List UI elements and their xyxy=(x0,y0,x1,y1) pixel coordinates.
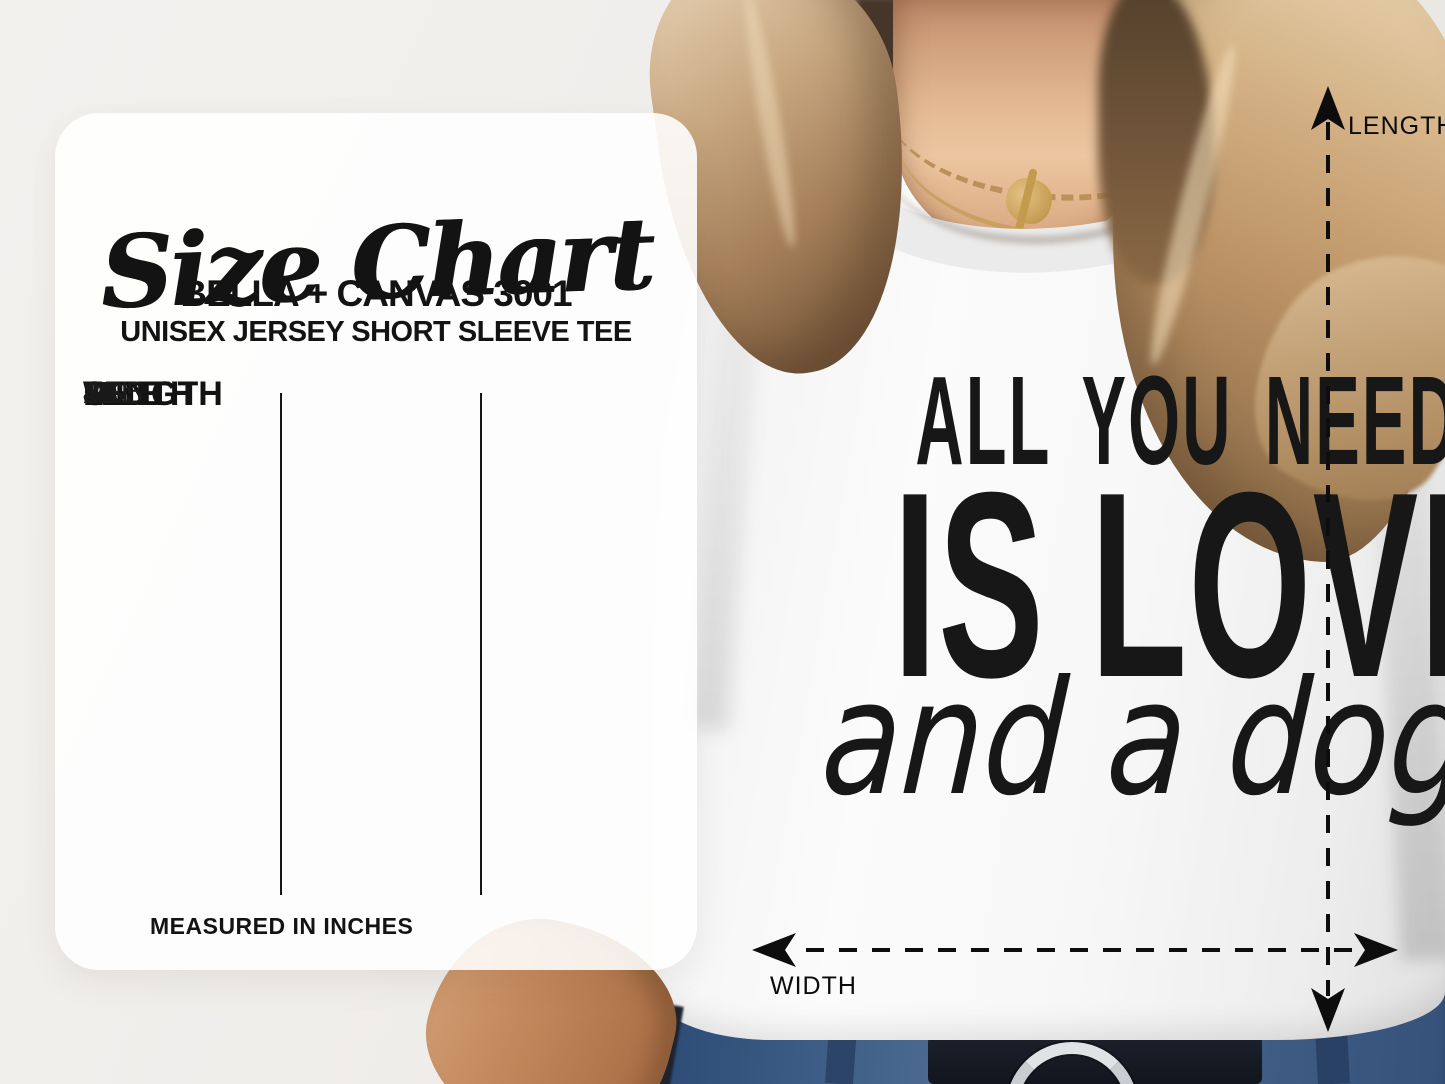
cell-length: 33 xyxy=(83,375,118,410)
width-label: WIDTH xyxy=(770,972,857,1000)
table-divider-line xyxy=(480,393,482,895)
cell-size: S xyxy=(83,375,104,410)
shirt-print-line-3: and a dog xyxy=(817,647,1445,831)
cell-size: 3XL xyxy=(83,375,139,410)
cell-size: 5XL xyxy=(83,375,139,410)
cell-length: 27 xyxy=(83,375,118,410)
cell-size: M xyxy=(83,375,109,410)
cell-width: 22 xyxy=(83,375,118,410)
cell-width: 20 xyxy=(83,375,118,410)
cell-size: XL xyxy=(83,375,121,410)
shirt-print: ALL YOU NEED IS LOVE and a dog xyxy=(765,0,1445,900)
cell-width: 16.5 xyxy=(83,375,144,410)
cell-width: 32 xyxy=(83,375,118,410)
cell-size: L xyxy=(83,375,101,410)
cell-width: 18 xyxy=(83,375,118,410)
cell-width: 30 xyxy=(83,375,118,410)
header-size: SIZE xyxy=(83,375,159,413)
cell-width: 28 xyxy=(83,375,118,410)
length-label: LENGTH xyxy=(1348,112,1445,140)
cell-width: 24 xyxy=(83,375,118,410)
cell-length: 34 xyxy=(83,375,118,410)
product-line: UNISEX JERSEY SHORT SLEEVE TEE xyxy=(120,316,632,348)
brand-line: BELLA + CANVAS 3001 xyxy=(180,273,572,314)
cell-size: 4XL xyxy=(83,375,139,410)
cell-width: 26 xyxy=(83,375,118,410)
cell-length: 32 xyxy=(83,375,118,410)
table-divider-line xyxy=(280,393,282,895)
cell-size: XS xyxy=(83,375,125,410)
measurement-units-note: MEASURED IN INCHES xyxy=(150,913,414,939)
header-length: LENGTH xyxy=(83,375,223,413)
header-width: WIDTH xyxy=(83,375,195,413)
cell-length: 28 xyxy=(83,375,118,410)
cell-length: 29 xyxy=(83,375,118,410)
cell-length: 35 xyxy=(83,375,118,410)
size-chart-card: Size Chart BELLA + CANVAS 3001 UNISEX JE… xyxy=(55,113,697,970)
cell-size: 2XL xyxy=(83,375,139,410)
cell-length: 31 xyxy=(83,375,118,410)
cell-length: 30 xyxy=(83,375,118,410)
